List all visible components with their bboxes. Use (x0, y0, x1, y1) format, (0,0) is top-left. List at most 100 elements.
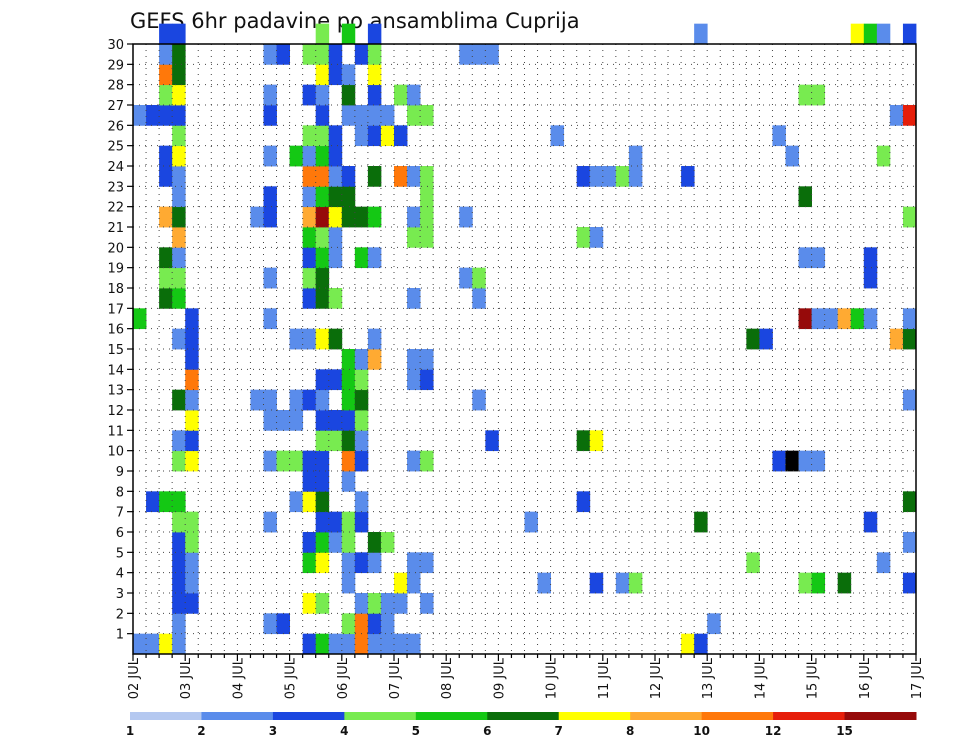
heatmap-cell (902, 308, 917, 330)
heatmap-cell (341, 410, 356, 431)
colorbar-label: 12 (765, 724, 782, 738)
y-tick-label: 2 (116, 607, 124, 622)
heatmap-cell (341, 552, 356, 574)
heatmap-cell (172, 288, 186, 309)
heatmap-cell (146, 633, 160, 655)
heatmap-cell (172, 166, 186, 187)
heatmap-cell (289, 410, 304, 431)
heatmap-cell (172, 430, 186, 452)
heatmap-cell (263, 186, 277, 208)
heatmap-cell (811, 572, 826, 594)
heatmap-cell (328, 369, 343, 391)
heatmap-cell (315, 328, 330, 350)
heatmap-cell (367, 105, 382, 126)
heatmap-cell (459, 206, 473, 228)
heatmap-cell (172, 328, 186, 350)
heatmap-cell (746, 552, 760, 574)
heatmap-cell (615, 166, 630, 187)
x-tick-label: 15 JUL (806, 657, 821, 699)
heatmap-cell (472, 389, 486, 411)
heatmap-cell (420, 369, 434, 391)
x-tick-label: 11 JUL (597, 657, 612, 699)
heatmap-cell (407, 227, 421, 248)
heatmap-cell (159, 44, 173, 65)
heatmap-cell (420, 206, 434, 228)
heatmap-cell (172, 84, 186, 106)
heatmap-cell (276, 613, 290, 635)
colorbar-swatch (773, 712, 846, 720)
heatmap-cell (681, 166, 695, 187)
heatmap-cell (354, 511, 369, 533)
heatmap-cell (328, 206, 343, 228)
heatmap-cell (341, 471, 356, 492)
heatmap-cell (341, 64, 356, 86)
heatmap-cell (159, 23, 173, 45)
x-axis: 02 JUL 03 JUL 04 JUL 05 JUL 06 JUL 07 JUL 08 J… (127, 654, 925, 699)
heatmap-cell (315, 389, 330, 411)
y-tick-label: 9 (116, 465, 124, 480)
heatmap-cell (302, 471, 317, 492)
heatmap-cell (159, 105, 173, 126)
heatmap-cell (537, 572, 551, 594)
heatmap-cell (407, 572, 421, 594)
x-tick-label: 09 JUL (492, 657, 507, 699)
heatmap-cell (341, 84, 356, 106)
heatmap-cell (276, 44, 290, 65)
heatmap-cell (811, 247, 826, 269)
heatmap-cell (250, 389, 264, 411)
heatmap-cell (811, 450, 826, 472)
heatmap-cell (576, 491, 591, 513)
heatmap-cell (185, 572, 199, 594)
heatmap-cell (354, 410, 369, 431)
y-tick-label: 4 (116, 567, 124, 582)
colorbar-label: 4 (340, 724, 348, 738)
heatmap-cell (407, 369, 421, 391)
heatmap-cell (315, 288, 330, 309)
heatmap-cell (172, 23, 186, 45)
heatmap-cell (289, 491, 304, 513)
heatmap-cell (302, 450, 317, 472)
heatmap-cell (354, 491, 369, 513)
y-tick-label: 13 (107, 384, 124, 399)
heatmap-cell (902, 532, 917, 553)
heatmap-cell (133, 105, 147, 126)
heatmap-cell (302, 186, 317, 208)
heatmap-cell (263, 511, 277, 533)
heatmap-cell (798, 308, 812, 330)
heatmap-cell (315, 166, 330, 187)
heatmap-cell (902, 105, 917, 126)
colorbar-label: 15 (836, 724, 853, 738)
colorbar-label: 7 (555, 724, 563, 738)
heatmap-cell (772, 125, 786, 147)
heatmap-cell (172, 613, 186, 635)
x-tick-label: 04 JUL (231, 657, 246, 699)
colorbar-label: 6 (483, 724, 491, 738)
heatmap-cell (315, 145, 330, 167)
y-tick-label: 29 (107, 58, 124, 73)
x-tick-label: 10 JUL (545, 657, 560, 699)
heatmap-cell (172, 227, 186, 248)
heatmap-cell (367, 349, 382, 370)
heatmap-cell (302, 491, 317, 513)
y-tick-label: 12 (107, 404, 124, 419)
heatmap-cell (485, 430, 499, 452)
heatmap-cell (850, 23, 865, 45)
heatmap-cell (354, 633, 369, 655)
heatmap-cell (185, 328, 199, 350)
heatmap-cell (315, 491, 330, 513)
heatmap-cell (328, 64, 343, 86)
heatmap-cell (315, 23, 330, 45)
y-tick-label: 10 (107, 445, 124, 460)
heatmap-cell (889, 328, 904, 350)
heatmap-cell (354, 125, 369, 147)
heatmap-cell (681, 633, 695, 655)
heatmap-cell (315, 552, 330, 574)
heatmap-cell (459, 44, 473, 65)
heatmap-cell (407, 349, 421, 370)
heatmap-cell (328, 288, 343, 309)
heatmap-cell (263, 105, 277, 126)
heatmap-cell (263, 84, 277, 106)
heatmap-cell (172, 389, 186, 411)
heatmap-cell (394, 166, 408, 187)
heatmap-cell (902, 206, 917, 228)
